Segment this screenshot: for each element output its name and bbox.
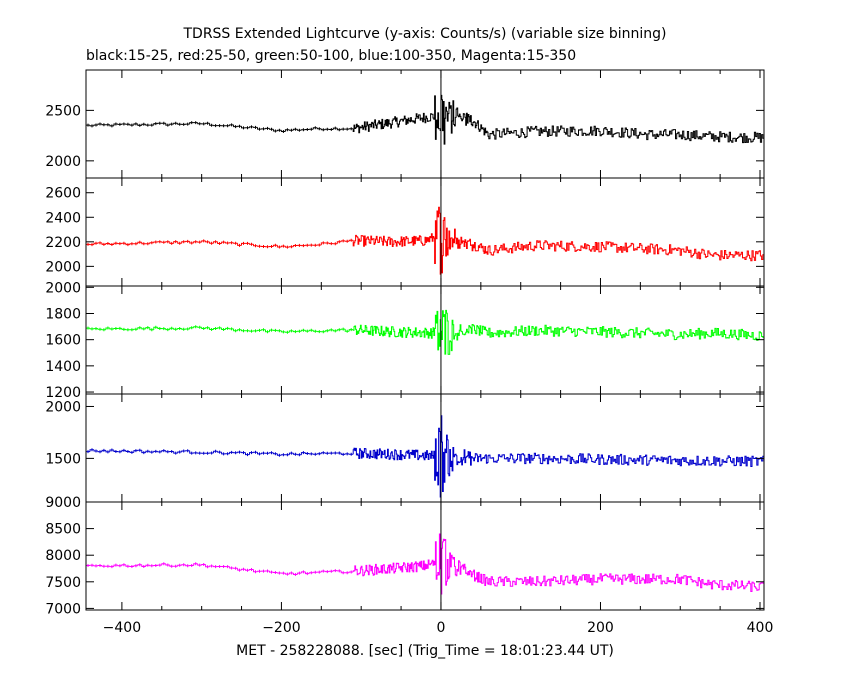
panel-1: 2000 2500 — [45, 69, 765, 179]
panel-frame — [85, 285, 765, 395]
chart-subtitle: black:15-25, red:25-50, green:50-100, bl… — [86, 48, 576, 64]
y-tick-label: 2000 — [45, 259, 81, 275]
y-tick-label: 7000 — [45, 601, 81, 617]
y-tick-label: 2000 — [45, 280, 81, 296]
x-tick-label: −200 — [262, 620, 300, 636]
y-tick-label: 2200 — [45, 235, 81, 251]
panel-frame — [85, 177, 765, 287]
y-tick-label: 7500 — [45, 575, 81, 591]
x-tick-label: 200 — [587, 620, 614, 636]
x-tick-labels: −400 −200 0 200 400 — [103, 620, 774, 636]
panel-2: 2000 2200 2400 2600 — [45, 177, 765, 287]
panel-5: 7000 7500 8000 8500 9000 — [45, 495, 765, 617]
y-tick-label: 2000 — [45, 399, 81, 415]
y-tick-label: 2500 — [45, 103, 81, 119]
panel-frame — [85, 393, 765, 503]
panel-4: 1500 2000 — [45, 393, 765, 503]
chart-title: TDRSS Extended Lightcurve (y-axis: Count… — [182, 26, 666, 42]
panel-frame — [85, 501, 765, 611]
panel-3: 1200 1400 1600 1800 2000 — [45, 280, 765, 401]
series-line — [86, 309, 764, 355]
series-line — [86, 415, 764, 498]
y-tick-label: 9000 — [45, 495, 81, 511]
y-tick-label: 8500 — [45, 522, 81, 538]
y-tick-label: 1600 — [45, 333, 81, 349]
y-tick-label: 2000 — [45, 154, 81, 170]
y-tick-label: 2400 — [45, 210, 81, 226]
y-tick-label: 1400 — [45, 359, 81, 375]
y-tick-label: 8000 — [45, 548, 81, 564]
x-tick-label: 0 — [436, 620, 445, 636]
x-tick-label: −400 — [103, 620, 141, 636]
y-tick-label: 1500 — [45, 451, 81, 467]
x-tick-label: 400 — [747, 620, 774, 636]
y-tick-label: 1200 — [45, 385, 81, 401]
series-line — [86, 206, 764, 275]
series-line — [86, 533, 764, 595]
series-line — [86, 94, 764, 145]
panel-stack: 2000250020002200240026001200140016001800… — [45, 69, 774, 636]
y-tick-label: 2600 — [45, 186, 81, 202]
y-tick-label: 1800 — [45, 306, 81, 322]
x-axis-label: MET - 258228088. [sec] (Trig_Time = 18:0… — [236, 643, 614, 659]
